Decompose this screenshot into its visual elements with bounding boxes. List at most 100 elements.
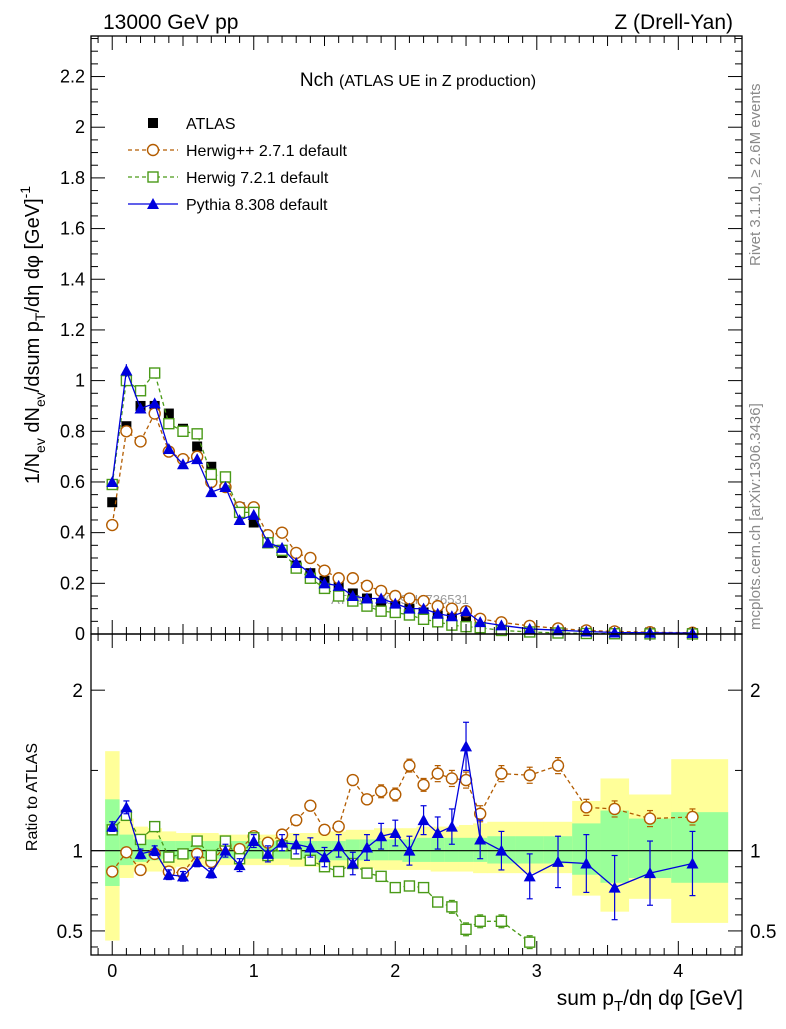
ratio-point-pythia-8-308-default-16 (332, 839, 345, 851)
ratio-point-herwig-2-7-1-default-24 (445, 772, 459, 785)
main-point-pythia-8-308-default-26 (474, 616, 487, 628)
main-ytick-label-4: 0.8 (60, 421, 85, 441)
legend-label-pythia: Pythia 8.308 default (186, 197, 328, 214)
main-point-herwig-7-2-1-default-3 (148, 367, 161, 379)
ratio-point-herwig-7-2-1-default-7 (205, 849, 217, 862)
ratio-point-pythia-8-308-default-19 (375, 830, 388, 842)
ratio-point-pythia-8-308-default-31 (608, 881, 621, 893)
ratio-point-pythia-8-308-default-9 (233, 859, 246, 871)
main-point-pythia-8-308-default-18 (360, 592, 373, 604)
main-point-pythia-8-308-default-16 (332, 579, 345, 591)
main-point-herwig-7-2-1-default-20 (389, 606, 401, 619)
ratio-point-pythia-8-308-default-24 (445, 820, 458, 832)
main-ytick-label-1: 0.2 (60, 573, 85, 593)
main-point-pythia-8-308-default-12 (276, 541, 289, 553)
main-point-pythia-8-308-default-17 (346, 589, 359, 601)
main-point-herwig-2-7-1-default-18 (360, 579, 374, 593)
ratio-point-herwig-7-2-1-default-22 (417, 881, 430, 894)
ratio-point-pythia-8-308-default-2 (134, 847, 147, 859)
ratio-point-pythia-8-308-default-7 (205, 867, 218, 879)
main-point-atlas-6 (192, 441, 203, 452)
main-point-pythia-8-308-default-5 (176, 458, 189, 470)
ratio-point-pythia-8-308-default-21 (403, 844, 416, 856)
ratio-ytick-label-left-0: 0.5 (57, 922, 83, 943)
header-right-label: Z (Drell-Yan) (614, 11, 733, 34)
main-point-pythia-8-308-default-8 (219, 481, 232, 493)
ratio-point-herwig-2-7-1-default-22 (417, 778, 430, 792)
main-point-pythia-8-308-default-24 (445, 610, 458, 622)
main-point-pythia-8-308-default-22 (417, 602, 430, 614)
ratio-xtick-label-1: 1 (249, 961, 259, 981)
mcplots-side-label: mcplots.cern.ch [arXiv:1306.3436] (747, 403, 764, 630)
legend-label-atlas: ATLAS (186, 116, 236, 133)
ratio-xtick-label-2: 2 (390, 961, 400, 981)
main-point-pythia-8-308-default-6 (191, 453, 204, 465)
ratio-point-herwig-2-7-1-default-16 (332, 820, 345, 833)
ratio-point-pythia-8-308-default-10 (247, 835, 260, 847)
ratio-point-herwig-7-2-1-default-26 (474, 915, 486, 927)
ratio-point-herwig-7-2-1-default-16 (332, 865, 345, 878)
main-point-herwig-2-7-1-default-17 (346, 572, 360, 585)
ratio-series-herwig-7-2-1-default (106, 809, 536, 950)
main-series-pythia-8-308-default (106, 364, 699, 638)
main-point-pythia-8-308-default-31 (608, 626, 621, 638)
ratio-point-pythia-8-308-default-4 (162, 868, 175, 880)
ratio-ylabel: Ratio to ATLAS (24, 743, 41, 851)
ratio-point-herwig-2-7-1-default-27 (495, 767, 508, 780)
plot-title-sub: (ATLAS UE in Z production) (339, 73, 536, 90)
ratio-point-herwig-2-7-1-default-17 (346, 773, 360, 787)
ratio-point-pythia-8-308-default-12 (276, 836, 289, 848)
main-point-herwig-7-2-1-default-5 (177, 425, 189, 437)
main-point-pythia-8-308-default-11 (261, 536, 274, 548)
ratio-point-pythia-8-308-default-8 (219, 844, 232, 856)
ratio-point-herwig-2-7-1-default-20 (389, 788, 402, 801)
main-point-pythia-8-308-default-10 (247, 508, 260, 520)
main-point-pythia-8-308-default-23 (431, 607, 444, 619)
main-ytick-label-10: 2 (75, 117, 85, 137)
ratio-point-herwig-7-2-1-default-21 (403, 880, 416, 892)
main-point-pythia-8-308-default-21 (403, 602, 416, 614)
ratio-point-pythia-8-308-default-5 (176, 870, 189, 882)
main-point-herwig-7-2-1-default-6 (191, 428, 203, 440)
legend-label-herwigpp: Herwig++ 2.7.1 default (186, 143, 348, 160)
main-point-herwig-7-2-1-default-19 (375, 605, 387, 617)
ratio-xtick-label-0: 0 (107, 961, 117, 981)
rivet-side-label: Rivet 3.1.10, ≥ 2.6M events (747, 84, 764, 267)
ratio-point-herwig-2-7-1-default-30 (580, 801, 593, 814)
main-point-herwig-2-7-1-default-2 (134, 435, 147, 448)
ratio-point-pythia-8-308-default-20 (389, 827, 402, 839)
ratio-point-herwig-2-7-1-default-31 (608, 802, 621, 816)
main-point-pythia-8-308-default-27 (495, 619, 508, 631)
ratio-point-pythia-8-308-default-33 (686, 857, 699, 869)
ratio-point-herwig-2-7-1-default-32 (643, 812, 657, 825)
main-point-herwig-2-7-1-default-1 (120, 425, 133, 438)
main-point-pythia-8-308-default-25 (460, 605, 473, 617)
ratio-point-herwig-2-7-1-default-14 (304, 799, 317, 812)
ratio-point-herwig-2-7-1-default-13 (290, 813, 303, 827)
main-point-pythia-8-308-default-20 (389, 597, 402, 609)
main-point-atlas-0 (107, 497, 118, 508)
main-point-pythia-8-308-default-0 (106, 475, 119, 487)
ratio-point-herwig-7-2-1-default-27 (495, 915, 508, 927)
main-point-pythia-8-308-default-3 (148, 397, 161, 409)
main-point-pythia-8-308-default-4 (162, 443, 175, 455)
main-point-herwig-2-7-1-default-12 (275, 526, 289, 539)
ratio-point-pythia-8-308-default-6 (191, 855, 204, 867)
plot-title: Nch (ATLAS UE in Z production) (300, 70, 536, 91)
ratio-point-herwig-7-2-1-default-3 (148, 820, 161, 833)
ratio-point-pythia-8-308-default-30 (580, 857, 593, 869)
main-ytick-label-7: 1.4 (60, 269, 85, 289)
main-plot-layer: 0 0.2 0.4 0.6 0.8 1 1.2 1.4 1.6 1.8 2 2.2 (60, 35, 743, 644)
ratio-point-pythia-8-308-default-25 (460, 740, 473, 752)
band-green-19 (374, 839, 389, 861)
main-point-herwig-2-7-1-default-15 (318, 564, 331, 577)
ratio-point-herwig-7-2-1-default-20 (389, 881, 401, 894)
main-point-herwig-7-2-1-default-7 (205, 468, 217, 481)
ratio-point-pythia-8-308-default-11 (261, 847, 274, 859)
ratio-point-herwig-2-7-1-default-21 (403, 759, 416, 772)
ratio-point-herwig-7-2-1-default-5 (177, 848, 189, 860)
ratio-point-herwig-7-2-1-default-19 (375, 870, 387, 883)
header-left-label: 13000 GeV pp (103, 11, 238, 34)
